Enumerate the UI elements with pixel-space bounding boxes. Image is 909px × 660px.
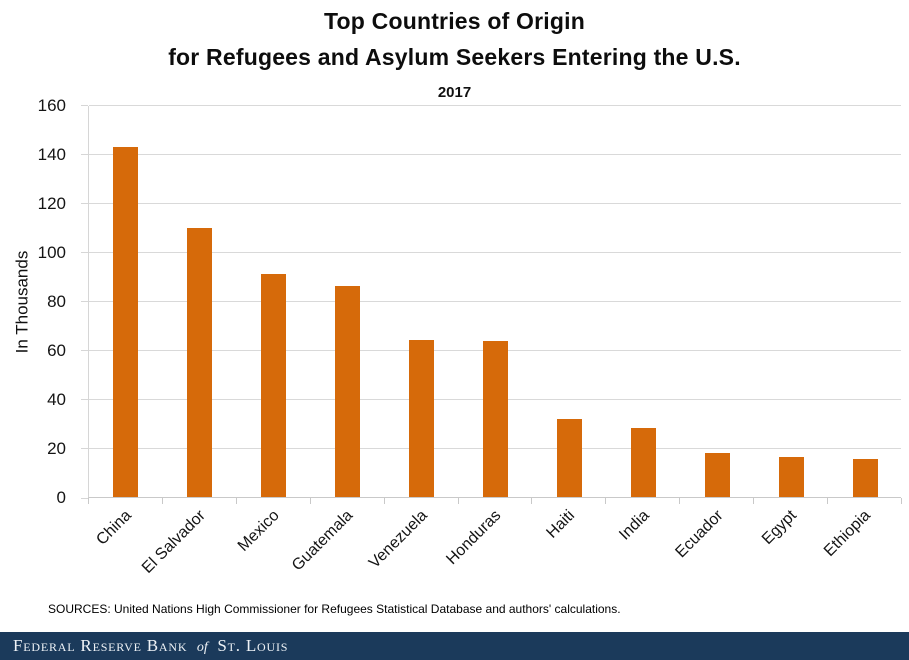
- bar-venezuela: [409, 340, 435, 497]
- source-note: SOURCES: United Nations High Commissione…: [48, 602, 621, 616]
- gridline-160: [89, 105, 901, 106]
- y-tick-label-40: 40: [47, 390, 66, 409]
- x-tick-mark-10: [827, 498, 828, 504]
- y-tick-mark-120: [81, 203, 88, 204]
- x-tick-label-guatemala: Guatemala: [289, 507, 357, 575]
- gridline-80: [89, 301, 901, 302]
- gridline-100: [89, 252, 901, 253]
- y-tick-mark-40: [81, 399, 88, 400]
- y-tick-mark-160: [81, 105, 88, 106]
- x-tick-mark-0: [88, 498, 89, 504]
- y-tick-label-100: 100: [37, 243, 66, 262]
- chart-title-line-1: Top Countries of Origin: [324, 8, 585, 34]
- footer-org-name: Federal Reserve Bank of St. Louis: [13, 636, 288, 656]
- bar-guatemala: [335, 286, 361, 497]
- y-tick-mark-60: [81, 350, 88, 351]
- bar-egypt: [778, 456, 804, 497]
- bar-honduras: [483, 341, 508, 497]
- x-tick-label-ethiopia: Ethiopia: [821, 507, 875, 560]
- bar-ecuador: [704, 452, 730, 497]
- x-tick-label-haiti: Haiti: [543, 507, 579, 542]
- y-tick-label-140: 140: [37, 145, 66, 164]
- x-tick-label-honduras: Honduras: [443, 507, 505, 569]
- y-tick-mark-20: [81, 448, 88, 449]
- gridline-140: [89, 154, 901, 155]
- x-tick-mark-5: [458, 498, 459, 504]
- y-tick-label-120: 120: [37, 194, 66, 213]
- x-tick-label-mexico: Mexico: [234, 507, 283, 555]
- x-tick-mark-8: [679, 498, 680, 504]
- x-tick-label-ecuador: Ecuador: [672, 507, 727, 562]
- bar-india: [630, 428, 656, 497]
- x-tick-label-el-salvador: El Salvador: [139, 507, 209, 577]
- x-tick-mark-11: [901, 498, 902, 504]
- x-tick-mark-1: [162, 498, 163, 504]
- x-tick-label-venezuela: Venezuela: [365, 507, 431, 572]
- bar-ethiopia: [852, 459, 878, 497]
- chart-subtitle-year: 2017: [437, 84, 472, 101]
- x-tick-mark-4: [384, 498, 385, 504]
- bar-mexico: [261, 274, 287, 497]
- x-tick-mark-2: [236, 498, 237, 504]
- footer-org-connector: of: [196, 640, 208, 655]
- bar-china: [113, 146, 139, 497]
- y-tick-mark-80: [81, 301, 88, 302]
- footer-org-part2: St. Louis: [217, 636, 289, 655]
- y-tick-mark-0: [81, 498, 88, 499]
- y-tick-label-20: 20: [47, 439, 66, 458]
- x-tick-label-india: India: [615, 507, 653, 544]
- x-tick-label-china: China: [93, 507, 135, 549]
- x-tick-mark-7: [605, 498, 606, 504]
- y-tick-label-80: 80: [47, 292, 66, 311]
- bar-haiti: [556, 418, 582, 497]
- x-tick-mark-6: [531, 498, 532, 504]
- x-tick-mark-3: [310, 498, 311, 504]
- footer-bar: Federal Reserve Bank of St. Louis: [0, 632, 909, 660]
- y-tick-mark-140: [81, 154, 88, 155]
- y-tick-mark-100: [81, 252, 88, 253]
- chart-title-line-2: for Refugees and Asylum Seekers Entering…: [168, 44, 741, 70]
- footer-org-part1: Federal Reserve Bank: [13, 636, 188, 655]
- y-tick-label-0: 0: [56, 488, 66, 507]
- y-tick-label-160: 160: [37, 96, 66, 115]
- x-tick-mark-9: [753, 498, 754, 504]
- x-tick-label-egypt: Egypt: [759, 507, 801, 548]
- y-tick-label-60: 60: [47, 341, 66, 360]
- bar-el-salvador: [187, 227, 213, 497]
- plot-area: [88, 105, 901, 498]
- gridline-120: [89, 203, 901, 204]
